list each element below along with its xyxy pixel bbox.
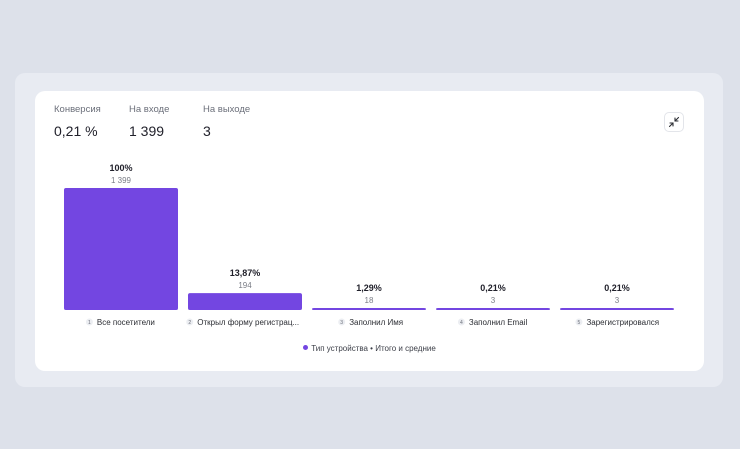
bar-percent-label: 13,87% — [230, 268, 261, 278]
metric-entry-label: На входе — [129, 104, 170, 115]
category-label: Все посетители — [97, 318, 155, 327]
funnel-bar[interactable] — [312, 308, 426, 310]
bar-percent-label: 0,21% — [480, 283, 506, 293]
metric-entry-value: 1 399 — [129, 123, 165, 139]
collapse-button[interactable] — [664, 112, 684, 132]
legend-label: Тип устройства • Итого и средние — [311, 344, 436, 353]
category-label: Зарегистрировался — [586, 318, 659, 327]
metric-entry: На входе 1 399 — [129, 104, 169, 139]
funnel-bar[interactable] — [64, 188, 178, 310]
metric-exit-value: 3 — [203, 123, 211, 139]
funnel-bar[interactable] — [436, 308, 550, 310]
legend-dot — [303, 345, 309, 351]
step-number-badge — [457, 318, 465, 326]
category-label: Заполнил Email — [469, 318, 528, 327]
metric-conversion: Конверсия 0,21 % — [54, 104, 101, 139]
metric-exit: На выходе 3 — [203, 104, 250, 139]
step-number: 4 — [460, 320, 463, 326]
collapse-arrows-icon — [668, 116, 680, 128]
bar-value-label: 3 — [615, 296, 620, 305]
bar-value-label: 1 399 — [111, 176, 132, 185]
step-number: 5 — [578, 320, 581, 326]
step-number-badge — [186, 318, 194, 326]
legend[interactable]: Тип устройства • Итого и средние — [35, 344, 704, 353]
bar-percent-label: 100% — [109, 163, 132, 173]
bar-value-label: 194 — [238, 281, 252, 290]
funnel-bar[interactable] — [188, 293, 302, 310]
step-number: 3 — [340, 320, 343, 326]
step-number-badge — [85, 318, 93, 326]
metric-exit-label: На выходе — [203, 104, 251, 115]
metric-conversion-value: 0,21 % — [54, 123, 98, 139]
bar-value-label: 18 — [365, 296, 374, 305]
metric-conversion-label: Конверсия — [54, 104, 101, 115]
step-number-badge — [575, 318, 583, 326]
step-number: 2 — [188, 320, 191, 326]
funnel-card: Конверсия 0,21 % На входе 1 399 На выход… — [35, 91, 704, 371]
category-label: Открыл форму регистрац... — [197, 318, 299, 327]
step-number-badge — [338, 318, 346, 326]
step-number: 1 — [88, 320, 91, 326]
funnel-bar[interactable] — [560, 308, 674, 310]
bar-percent-label: 0,21% — [604, 283, 630, 293]
bar-value-label: 3 — [491, 296, 496, 305]
category-label: Заполнил Имя — [349, 318, 403, 327]
bar-percent-label: 1,29% — [356, 283, 382, 293]
funnel-chart: 100% 1 399 1 Все посетители 13,87% 194 2 Открыл… — [64, 163, 674, 327]
